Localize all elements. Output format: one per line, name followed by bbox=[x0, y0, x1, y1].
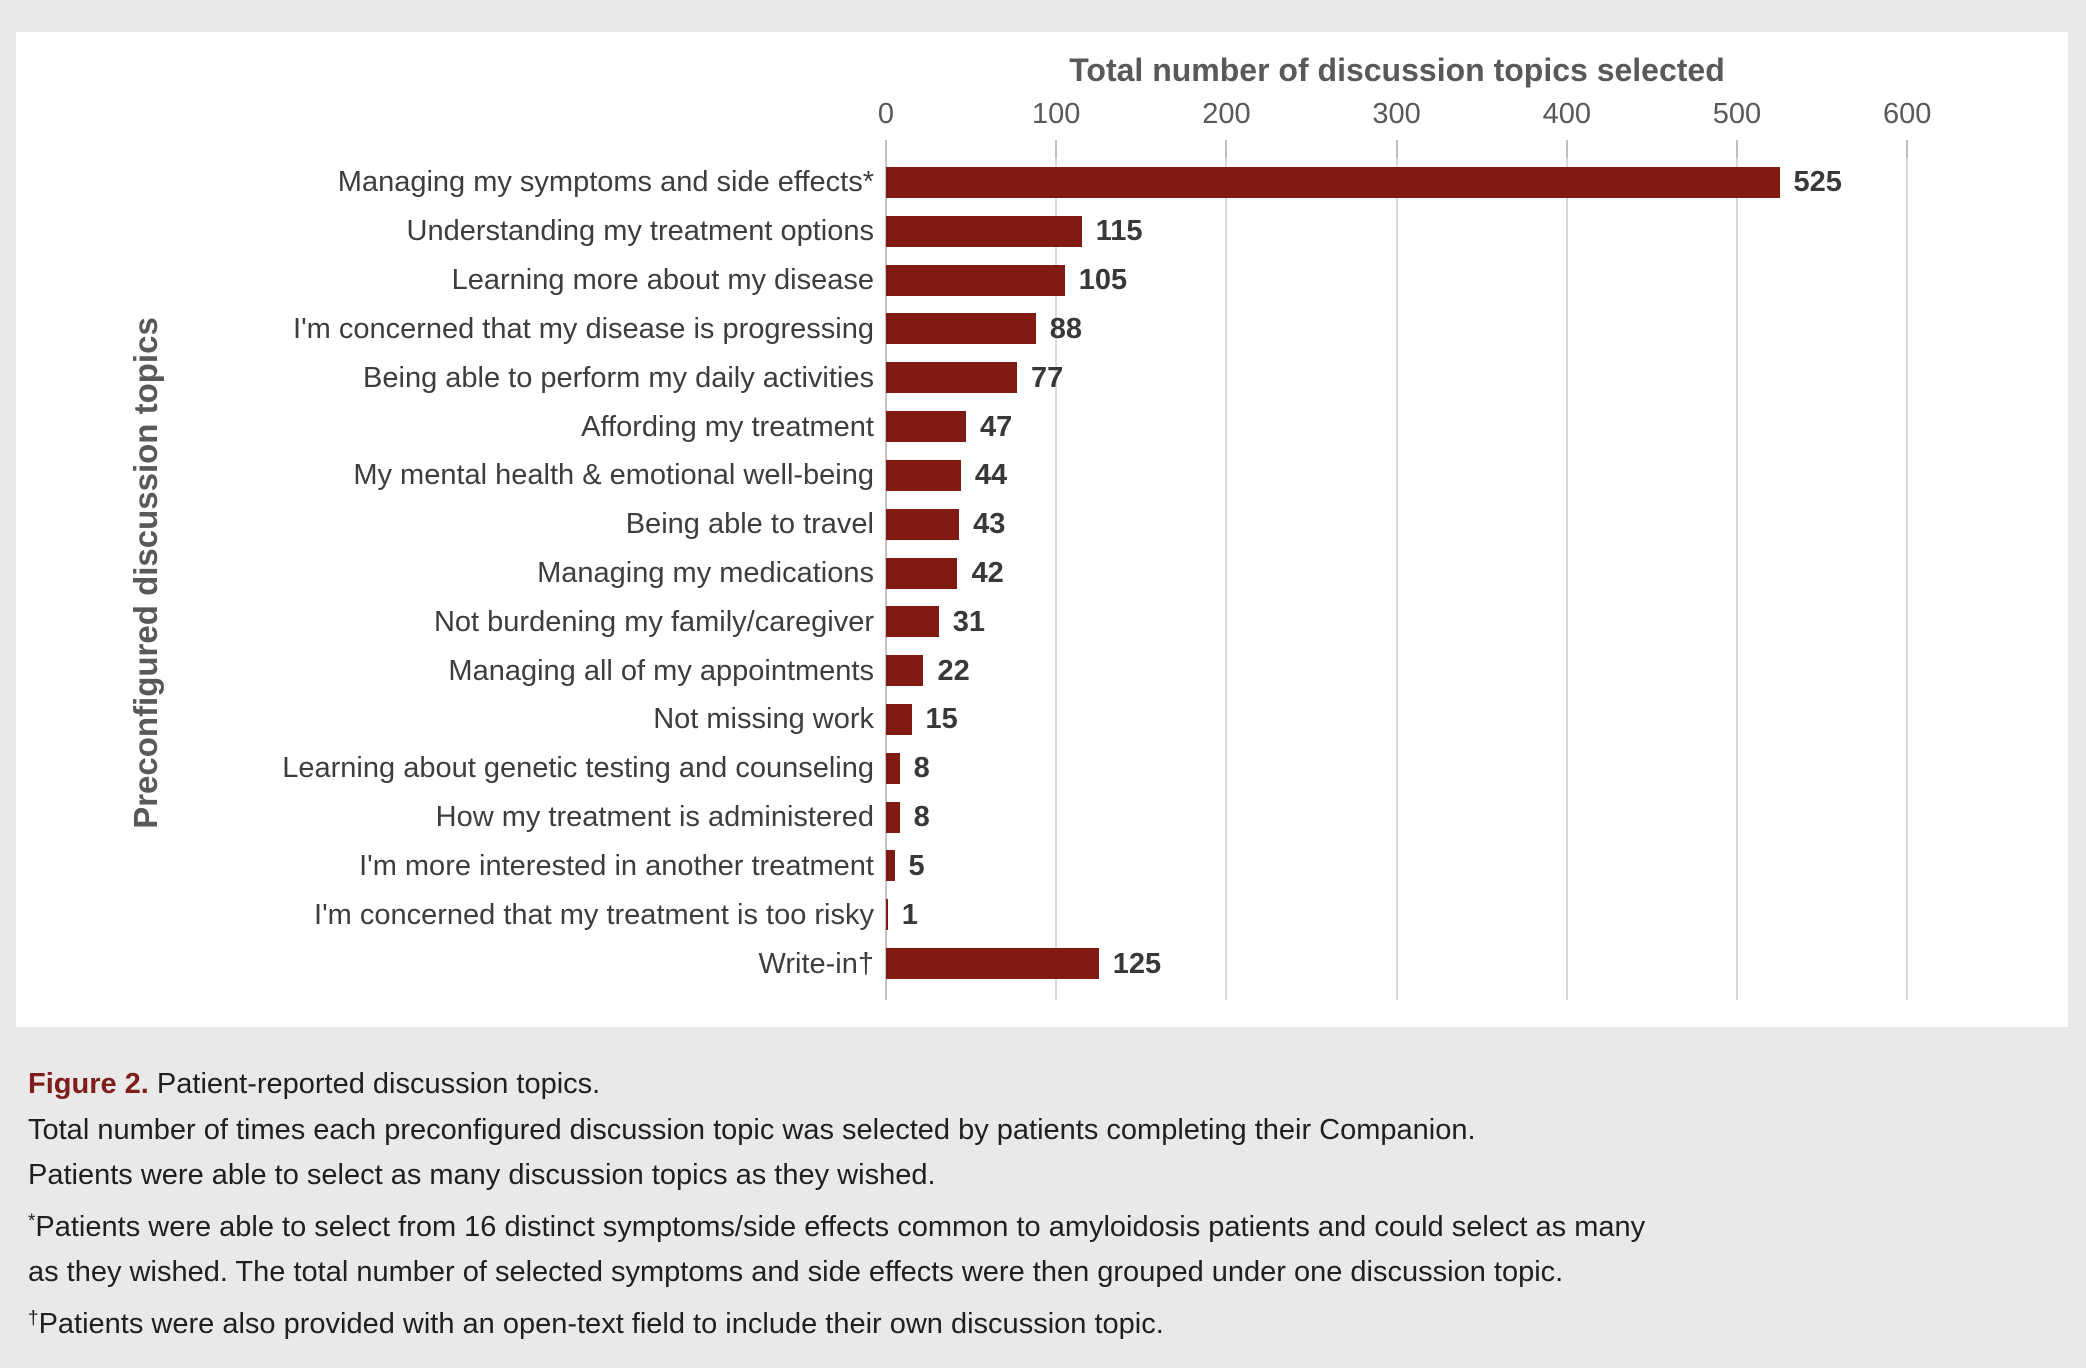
caption-line: Patients were able to select as many dis… bbox=[28, 1153, 2068, 1199]
caption-text: † bbox=[28, 1307, 39, 1329]
bar-value-label: 525 bbox=[1793, 166, 1842, 199]
bar-value-label: 31 bbox=[952, 605, 986, 638]
category-label: How my treatment is administered bbox=[435, 801, 874, 834]
bar bbox=[886, 411, 966, 443]
gridline bbox=[1906, 158, 1909, 1000]
category-label: I'm concerned that my disease is progres… bbox=[293, 312, 874, 345]
x-tick-mark bbox=[885, 140, 887, 158]
x-tick-label: 400 bbox=[1542, 98, 1591, 130]
category-label: Being able to travel bbox=[625, 508, 874, 541]
bar bbox=[886, 264, 1065, 296]
bar bbox=[886, 313, 1036, 345]
x-tick-label: 200 bbox=[1202, 98, 1251, 130]
x-tick-label: 300 bbox=[1372, 98, 1421, 130]
bar bbox=[886, 215, 1082, 247]
caption-text: Patients were able to select as many dis… bbox=[28, 1159, 936, 1191]
bar bbox=[886, 801, 900, 833]
bar-value-label: 77 bbox=[1031, 361, 1064, 394]
caption-line: †Patients were also provided with an ope… bbox=[28, 1296, 2068, 1348]
category-label: Understanding my treatment options bbox=[406, 215, 874, 248]
x-tick-mark bbox=[1225, 140, 1228, 158]
gridline bbox=[1565, 158, 1568, 1000]
bar-value-label: 88 bbox=[1049, 312, 1083, 345]
bar-value-label: 22 bbox=[937, 654, 970, 687]
bar bbox=[886, 948, 1099, 980]
caption-text: Patients were able to select from 16 dis… bbox=[35, 1210, 1646, 1243]
bar-value-label: 44 bbox=[974, 459, 1008, 492]
caption-line: Figure 2. Patient-reported discussion to… bbox=[28, 1062, 2068, 1108]
bar-value-label: 8 bbox=[913, 752, 930, 785]
caption-line: as they wished. The total number of sele… bbox=[28, 1250, 2068, 1296]
caption-text: as they wished. The total number of sele… bbox=[28, 1256, 1564, 1288]
bar-value-label: 105 bbox=[1078, 264, 1128, 297]
category-label: Managing all of my appointments bbox=[448, 654, 874, 687]
category-label: Write-in† bbox=[758, 947, 875, 980]
chart-panel: Total number of discussion topics select… bbox=[16, 32, 2068, 1027]
x-tick-mark bbox=[1565, 140, 1568, 158]
caption-line: Total number of times each preconfigured… bbox=[28, 1108, 2068, 1154]
bar-value-label: 8 bbox=[913, 801, 930, 834]
bar bbox=[886, 606, 939, 638]
bar-value-label: 1 bbox=[901, 898, 918, 931]
bar-value-label: 115 bbox=[1095, 215, 1143, 248]
category-label: Managing my symptoms and side effects* bbox=[337, 166, 874, 199]
gridline bbox=[1055, 158, 1058, 1000]
x-tick-label: 600 bbox=[1882, 98, 1932, 130]
bar bbox=[886, 557, 958, 589]
bar-value-label: 125 bbox=[1112, 947, 1162, 980]
x-tick-label: 100 bbox=[1031, 98, 1081, 130]
x-tick-label: 0 bbox=[877, 98, 895, 130]
category-label: I'm more interested in another treatment bbox=[359, 849, 874, 882]
x-tick-mark bbox=[1736, 140, 1738, 158]
x-tick-label: 500 bbox=[1712, 98, 1762, 130]
category-label: My mental health & emotional well-being bbox=[353, 459, 874, 492]
bar bbox=[886, 850, 895, 882]
category-label: Managing my medications bbox=[537, 557, 874, 589]
x-tick-mark bbox=[1055, 140, 1058, 158]
bar bbox=[886, 508, 960, 540]
gridline bbox=[1736, 158, 1738, 1000]
bar bbox=[886, 459, 961, 491]
category-label: Affording my treatment bbox=[581, 410, 874, 443]
bar-value-label: 43 bbox=[973, 508, 1006, 541]
bar bbox=[886, 166, 1780, 198]
bar-value-label: 47 bbox=[979, 410, 1013, 443]
caption-text: * bbox=[28, 1210, 36, 1232]
bar bbox=[886, 703, 912, 735]
category-label: Being able to perform my daily activitie… bbox=[363, 361, 874, 394]
caption-text: Total number of times each preconfigured… bbox=[28, 1113, 1476, 1146]
bar-value-label: 5 bbox=[908, 849, 925, 882]
x-tick-mark bbox=[1906, 140, 1909, 158]
bar bbox=[886, 899, 888, 931]
chart-title: Total number of discussion topics select… bbox=[1069, 52, 1725, 88]
x-tick-mark bbox=[1395, 140, 1398, 158]
caption-text: Patients were also provided with an open… bbox=[38, 1307, 1164, 1340]
category-label: Learning about genetic testing and couns… bbox=[282, 752, 874, 785]
gridline bbox=[1395, 158, 1398, 1000]
figure-caption: Figure 2. Patient-reported discussion to… bbox=[28, 1062, 2068, 1347]
category-label: I'm concerned that my treatment is too r… bbox=[314, 898, 874, 931]
bar bbox=[886, 752, 900, 784]
caption-text: Patient-reported discussion topics. bbox=[148, 1068, 601, 1100]
category-label: Not missing work bbox=[653, 703, 874, 736]
category-label: Learning more about my disease bbox=[451, 264, 874, 297]
bar-value-label: 42 bbox=[971, 557, 1004, 589]
caption-line: *Patients were able to select from 16 di… bbox=[28, 1199, 2068, 1251]
bar bbox=[886, 362, 1018, 394]
gridline bbox=[1225, 158, 1228, 1000]
category-label: Not burdening my family/caregiver bbox=[433, 605, 874, 638]
bar bbox=[886, 655, 924, 687]
bar-value-label: 15 bbox=[925, 703, 958, 736]
figure-number-label: Figure 2. bbox=[28, 1068, 149, 1100]
